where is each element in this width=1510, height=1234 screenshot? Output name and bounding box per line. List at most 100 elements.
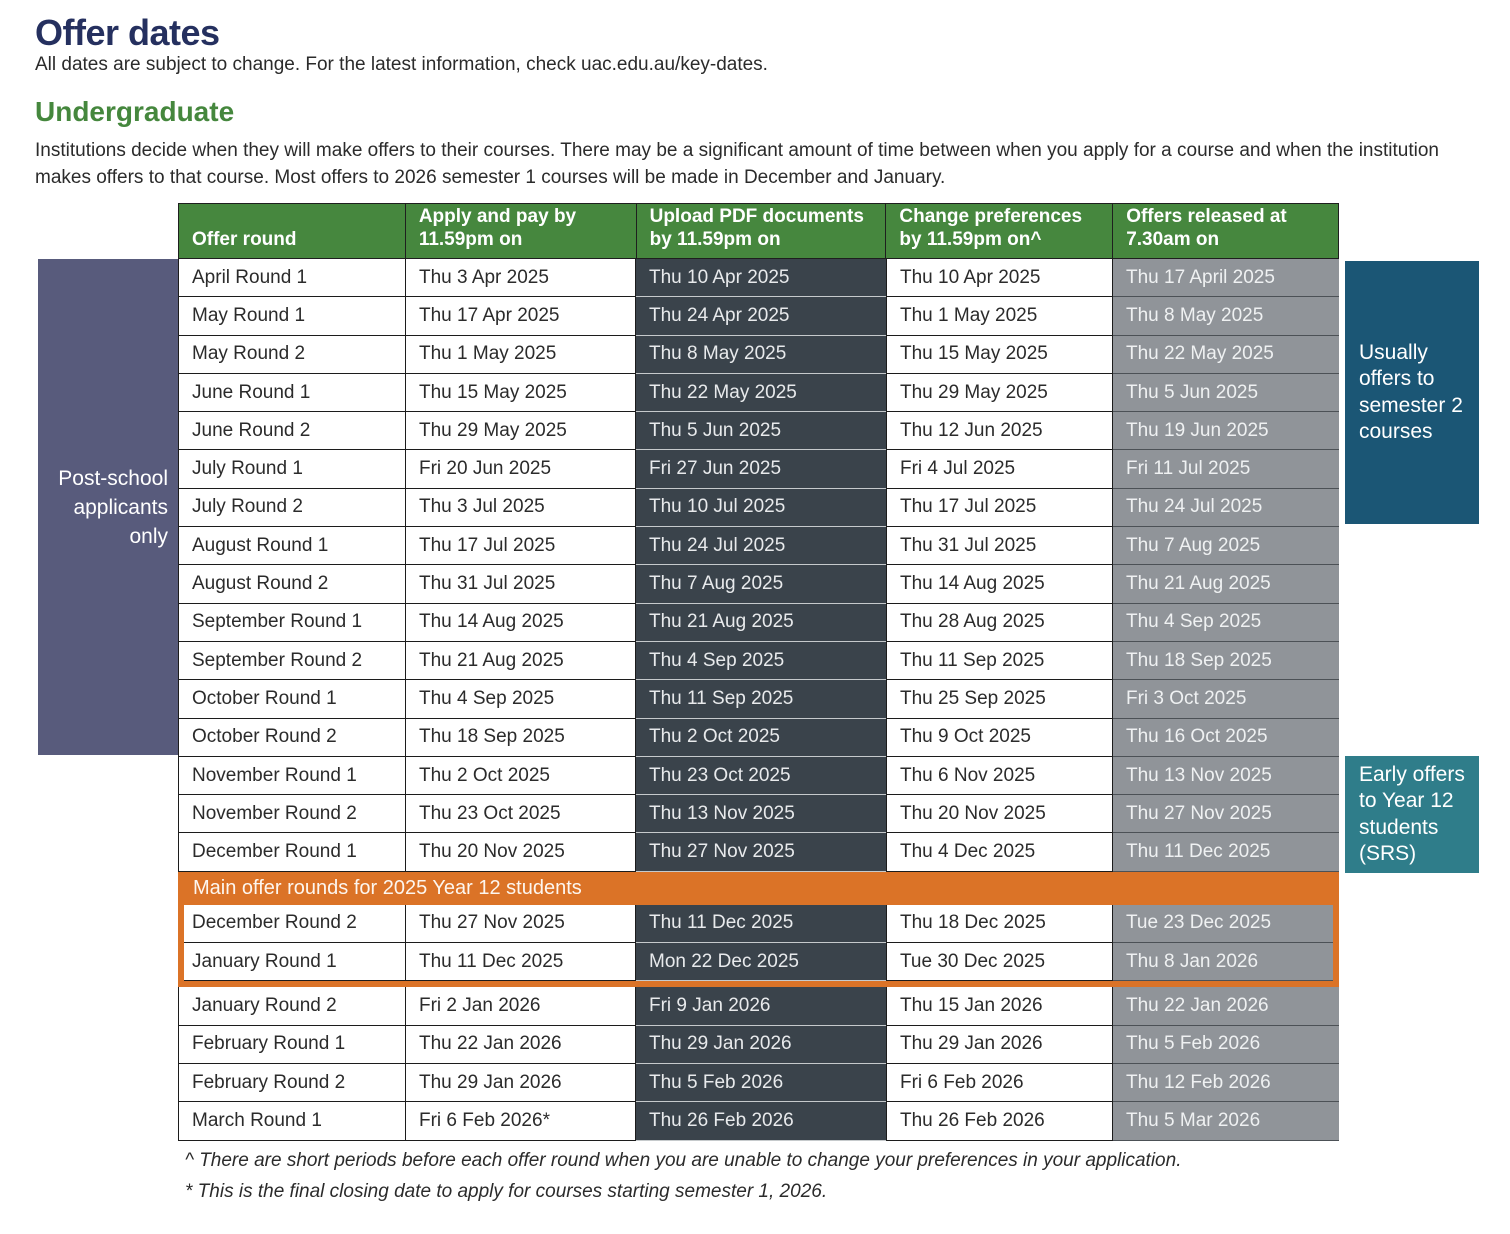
offer-round-cell: December Round 1 bbox=[178, 833, 405, 872]
table-row: June Round 2 Thu 29 May 2025 Thu 5 Jun 202… bbox=[178, 412, 1339, 451]
upload-pdf-cell: Thu 13 Nov 2025 bbox=[636, 795, 886, 834]
apply-pay-cell: Thu 31 Jul 2025 bbox=[405, 565, 636, 604]
apply-pay-cell: Fri 6 Feb 2026* bbox=[405, 1102, 636, 1141]
offers-released-cell: Fri 3 Oct 2025 bbox=[1113, 680, 1339, 719]
offers-released-cell: Thu 4 Sep 2025 bbox=[1113, 603, 1339, 642]
offer-round-cell: March Round 1 bbox=[178, 1102, 405, 1141]
offers-released-cell: Thu 11 Dec 2025 bbox=[1113, 833, 1339, 872]
change-preferences-cell: Thu 18 Dec 2025 bbox=[886, 904, 1113, 944]
apply-pay-cell: Thu 11 Dec 2025 bbox=[405, 943, 636, 982]
change-preferences-cell: Thu 10 Apr 2025 bbox=[886, 259, 1113, 298]
table-row: June Round 1 Thu 15 May 2025 Thu 22 May 20… bbox=[178, 373, 1339, 413]
offer-dates-table: Offer round Apply and pay by 11.59pm on … bbox=[178, 203, 1339, 1141]
upload-pdf-cell: Thu 26 Feb 2026 bbox=[636, 1102, 886, 1141]
offers-released-cell: Fri 11 Jul 2025 bbox=[1113, 450, 1339, 489]
upload-pdf-cell: Thu 10 Apr 2025 bbox=[636, 259, 886, 298]
offers-released-cell: Thu 16 Oct 2025 bbox=[1113, 718, 1339, 757]
footnotes: ^ There are short periods before each of… bbox=[185, 1150, 1181, 1212]
change-preferences-cell: Thu 31 Jul 2025 bbox=[886, 527, 1113, 566]
offer-round-cell: October Round 1 bbox=[178, 680, 405, 719]
upload-pdf-cell: Thu 24 Apr 2025 bbox=[636, 297, 886, 336]
apply-pay-cell: Thu 18 Sep 2025 bbox=[405, 718, 636, 757]
table-row: November Round 1 Thu 2 Oct 2025 Thu 23 Oct… bbox=[178, 756, 1339, 796]
section-heading-undergraduate: Undergraduate bbox=[35, 96, 235, 127]
main-offer-rounds-banner-text: Main offer rounds for 2025 Year 12 stude… bbox=[193, 876, 582, 899]
upload-pdf-cell: Thu 2 Oct 2025 bbox=[636, 718, 886, 757]
table-row: May Round 1 Thu 17 Apr 2025 Thu 24 Apr 202… bbox=[178, 297, 1339, 336]
upload-pdf-cell: Thu 7 Aug 2025 bbox=[636, 565, 886, 604]
change-preferences-cell: Thu 11 Sep 2025 bbox=[886, 641, 1113, 681]
offer-round-cell: November Round 2 bbox=[178, 795, 405, 834]
change-preferences-cell: Thu 12 Jun 2025 bbox=[886, 412, 1113, 451]
change-preferences-cell: Thu 15 May 2025 bbox=[886, 335, 1113, 374]
offer-round-cell: April Round 1 bbox=[178, 259, 405, 298]
apply-pay-cell: Thu 14 Aug 2025 bbox=[405, 603, 636, 642]
table-row: July Round 2 Thu 3 Jul 2025 Thu 10 Jul 202… bbox=[178, 488, 1339, 528]
semester2-annotation-text: Usually offers to semester 2 courses bbox=[1359, 340, 1463, 444]
column-header-offer-round: Offer round bbox=[192, 229, 297, 250]
post-school-applicants-text: Post-school applicants only bbox=[58, 466, 168, 548]
offers-released-cell: Thu 21 Aug 2025 bbox=[1113, 565, 1339, 604]
intro-paragraph: Institutions decide when they will make … bbox=[35, 140, 1439, 188]
srs-annotation: Early offers to Year 12 students (SRS) bbox=[1345, 756, 1479, 873]
column-header-apply-pay: Apply and pay by 11.59pm on bbox=[404, 204, 636, 258]
change-preferences-cell: Thu 26 Feb 2026 bbox=[886, 1102, 1113, 1141]
table-row: February Round 1 Thu 22 Jan 2026 Thu 29 Ja… bbox=[178, 1025, 1339, 1064]
offer-round-cell: September Round 1 bbox=[178, 603, 405, 642]
footnote-change-preferences: ^ There are short periods before each of… bbox=[185, 1150, 1182, 1171]
table-row: September Round 2 Thu 21 Aug 2025 Thu 4 Se… bbox=[178, 641, 1339, 681]
upload-pdf-cell: Thu 24 Jul 2025 bbox=[636, 527, 886, 566]
offer-round-cell: January Round 2 bbox=[178, 987, 405, 1026]
offer-round-cell: August Round 1 bbox=[178, 527, 405, 566]
apply-pay-cell: Thu 29 May 2025 bbox=[405, 412, 636, 451]
table-header-row: Offer round Apply and pay by 11.59pm on … bbox=[178, 203, 1339, 259]
table-row: April Round 1 Thu 3 Apr 2025 Thu 10 Apr 20… bbox=[178, 259, 1339, 298]
change-preferences-cell: Thu 4 Dec 2025 bbox=[886, 833, 1113, 872]
change-preferences-cell: Tue 30 Dec 2025 bbox=[886, 943, 1113, 982]
offers-released-cell: Thu 8 May 2025 bbox=[1113, 297, 1339, 336]
upload-pdf-cell: Thu 11 Dec 2025 bbox=[636, 904, 886, 944]
offer-round-cell: February Round 2 bbox=[178, 1063, 405, 1103]
upload-pdf-cell: Thu 4 Sep 2025 bbox=[636, 641, 886, 681]
apply-pay-cell: Fri 2 Jan 2026 bbox=[405, 987, 636, 1026]
table-row: January Round 1 Thu 11 Dec 2025 Mon 22 Dec… bbox=[178, 943, 1339, 982]
offers-released-cell: Thu 18 Sep 2025 bbox=[1113, 641, 1339, 681]
table-row: September Round 1 Thu 14 Aug 2025 Thu 21 A… bbox=[178, 603, 1339, 642]
srs-annotation-text: Early offers to Year 12 students (SRS) bbox=[1359, 762, 1465, 866]
upload-pdf-cell: Fri 9 Jan 2026 bbox=[636, 987, 886, 1026]
apply-pay-cell: Thu 20 Nov 2025 bbox=[405, 833, 636, 872]
table-row: August Round 2 Thu 31 Jul 2025 Thu 7 Aug 2… bbox=[178, 565, 1339, 604]
main-offer-rounds-banner: Main offer rounds for 2025 Year 12 stude… bbox=[178, 871, 1339, 905]
table-row: August Round 1 Thu 17 Jul 2025 Thu 24 Jul … bbox=[178, 527, 1339, 566]
apply-pay-cell: Thu 2 Oct 2025 bbox=[405, 756, 636, 796]
offers-released-cell: Thu 13 Nov 2025 bbox=[1113, 756, 1339, 796]
apply-pay-cell: Fri 20 Jun 2025 bbox=[405, 450, 636, 489]
table-row: December Round 1 Thu 20 Nov 2025 Thu 27 No… bbox=[178, 833, 1339, 872]
apply-pay-cell: Thu 23 Oct 2025 bbox=[405, 795, 636, 834]
table-row: October Round 2 Thu 18 Sep 2025 Thu 2 Oct … bbox=[178, 718, 1339, 757]
upload-pdf-cell: Thu 8 May 2025 bbox=[636, 335, 886, 374]
column-header-upload-pdf: Upload PDF documents by 11.59pm on bbox=[635, 204, 886, 258]
offers-released-cell: Thu 22 May 2025 bbox=[1113, 335, 1339, 374]
offers-released-cell: Thu 27 Nov 2025 bbox=[1113, 795, 1339, 834]
offers-released-cell: Thu 5 Mar 2026 bbox=[1113, 1102, 1339, 1141]
offer-round-cell: August Round 2 bbox=[178, 565, 405, 604]
change-preferences-cell: Thu 15 Jan 2026 bbox=[886, 987, 1113, 1026]
upload-pdf-cell: Thu 23 Oct 2025 bbox=[636, 756, 886, 796]
offer-round-cell: January Round 1 bbox=[178, 943, 405, 982]
change-preferences-cell: Thu 25 Sep 2025 bbox=[886, 680, 1113, 719]
change-preferences-cell: Thu 14 Aug 2025 bbox=[886, 565, 1113, 604]
table-row: May Round 2 Thu 1 May 2025 Thu 8 May 2025 T… bbox=[178, 335, 1339, 374]
offers-released-cell: Thu 5 Feb 2026 bbox=[1113, 1025, 1339, 1064]
offer-round-cell: February Round 1 bbox=[178, 1025, 405, 1064]
change-preferences-cell: Fri 6 Feb 2026 bbox=[886, 1063, 1113, 1103]
table-row: March Round 1 Fri 6 Feb 2026* Thu 26 Feb 2… bbox=[178, 1102, 1339, 1141]
apply-pay-cell: Thu 15 May 2025 bbox=[405, 373, 636, 413]
upload-pdf-cell: Mon 22 Dec 2025 bbox=[636, 943, 886, 982]
apply-pay-cell: Thu 29 Jan 2026 bbox=[405, 1063, 636, 1103]
table-row: December Round 2 Thu 27 Nov 2025 Thu 11 De… bbox=[178, 904, 1339, 944]
table-row: October Round 1 Thu 4 Sep 2025 Thu 11 Sep … bbox=[178, 680, 1339, 719]
offers-released-cell: Tue 23 Dec 2025 bbox=[1113, 904, 1339, 944]
offer-round-cell: September Round 2 bbox=[178, 641, 405, 681]
offers-released-cell: Thu 12 Feb 2026 bbox=[1113, 1063, 1339, 1103]
